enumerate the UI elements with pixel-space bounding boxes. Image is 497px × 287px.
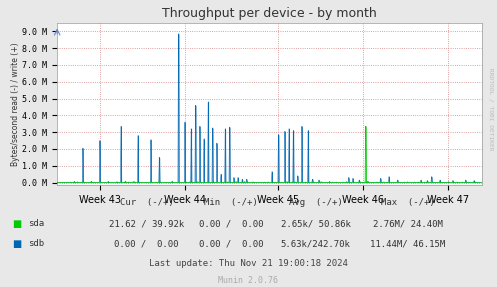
Text: ■: ■ bbox=[12, 219, 22, 229]
Text: Cur  (-/+): Cur (-/+) bbox=[120, 198, 173, 207]
Text: Max  (-/+): Max (-/+) bbox=[381, 198, 434, 207]
Y-axis label: Bytes/second read (-) / write (+): Bytes/second read (-) / write (+) bbox=[10, 42, 20, 166]
Text: 11.44M/ 46.15M: 11.44M/ 46.15M bbox=[370, 239, 445, 249]
Text: Min  (-/+): Min (-/+) bbox=[204, 198, 258, 207]
Text: 21.62 / 39.92k: 21.62 / 39.92k bbox=[109, 219, 184, 228]
Text: RRDTOOL / TOBI OETIKER: RRDTOOL / TOBI OETIKER bbox=[489, 68, 494, 150]
Text: 2.65k/ 50.86k: 2.65k/ 50.86k bbox=[281, 219, 350, 228]
Text: 0.00 /  0.00: 0.00 / 0.00 bbox=[114, 239, 179, 249]
Text: 5.63k/242.70k: 5.63k/242.70k bbox=[281, 239, 350, 249]
Text: 2.76M/ 24.40M: 2.76M/ 24.40M bbox=[373, 219, 442, 228]
Text: Avg  (-/+): Avg (-/+) bbox=[289, 198, 342, 207]
Text: sda: sda bbox=[28, 219, 44, 228]
Title: Throughput per device - by month: Throughput per device - by month bbox=[162, 7, 377, 20]
Text: ■: ■ bbox=[12, 239, 22, 249]
Text: sdb: sdb bbox=[28, 239, 44, 249]
Text: Munin 2.0.76: Munin 2.0.76 bbox=[219, 276, 278, 285]
Text: Last update: Thu Nov 21 19:00:18 2024: Last update: Thu Nov 21 19:00:18 2024 bbox=[149, 259, 348, 268]
Text: 0.00 /  0.00: 0.00 / 0.00 bbox=[199, 239, 263, 249]
Text: 0.00 /  0.00: 0.00 / 0.00 bbox=[199, 219, 263, 228]
